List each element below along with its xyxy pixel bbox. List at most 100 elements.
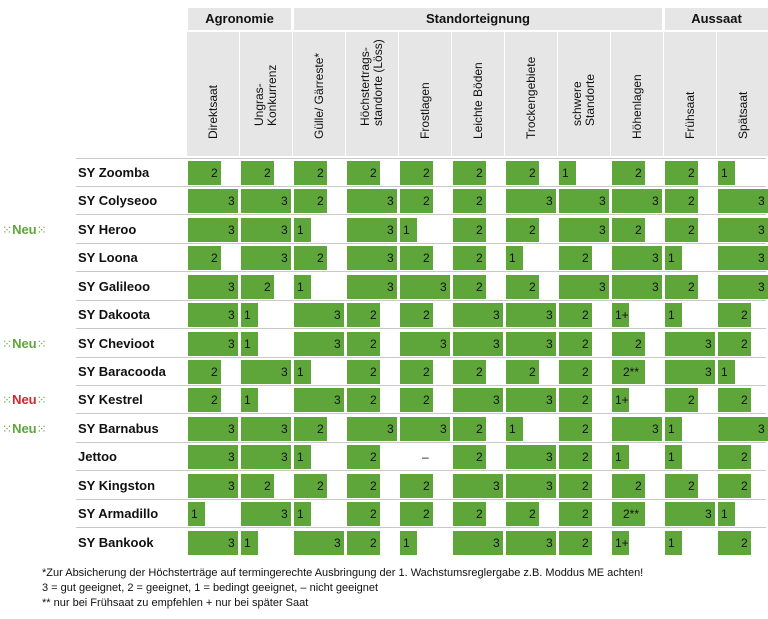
rating-value: 2: [211, 251, 218, 265]
column-header-label: Ungras- Konkurrenz: [252, 64, 279, 126]
column-header-label: Trockengebiete: [523, 56, 538, 139]
rating-bar: [453, 189, 486, 213]
sparkle-icon: ⁙: [36, 337, 47, 351]
rating-bar: [506, 218, 539, 242]
rating-bar: [294, 502, 311, 526]
rating-value: 3: [705, 337, 712, 351]
rating-value: 3: [281, 450, 288, 464]
rating-bar: [188, 417, 238, 441]
rating-value: 2: [423, 251, 430, 265]
column-header: Gülle/ Gärreste*: [293, 32, 345, 156]
rating-bar: [665, 502, 715, 526]
rating-value: 3: [705, 365, 712, 379]
rating-bar: [453, 445, 486, 469]
rating-value: 3: [228, 223, 235, 237]
rating-bar: [400, 303, 433, 327]
rating-value: 2: [635, 479, 642, 493]
rating-bar: [188, 218, 238, 242]
rating-bar: [294, 161, 327, 185]
rating-bar: [347, 360, 380, 384]
rating-bar: [506, 332, 556, 356]
variety-name: SY Galileoo: [78, 279, 151, 294]
rating-bar: [506, 531, 556, 555]
rating-bar: [718, 474, 751, 498]
rating-bar: [347, 445, 380, 469]
rating-bar: [612, 332, 645, 356]
rating-value: 3: [228, 280, 235, 294]
rating-value: 3: [228, 337, 235, 351]
rating-value: 2: [688, 166, 695, 180]
rating-bar: [665, 531, 682, 555]
rating-bar: [241, 332, 258, 356]
variety-name: SY Dakoota: [78, 307, 151, 322]
rating-bar: [718, 246, 768, 270]
column-header: schwere Standorte: [558, 32, 610, 156]
rating-value: 1: [668, 308, 675, 322]
rating-value: 3: [546, 536, 553, 550]
rating-bar: [347, 502, 380, 526]
row-separator: [76, 186, 766, 187]
rating-value: 2: [741, 337, 748, 351]
row-separator: [76, 158, 766, 159]
rating-bar: [188, 161, 221, 185]
rating-value: 1: [509, 422, 516, 436]
rating-bar: [718, 417, 768, 441]
rating-bar: [559, 161, 576, 185]
new-label: Neu: [12, 222, 37, 237]
rating-value: 3: [758, 223, 765, 237]
rating-bar: [559, 417, 592, 441]
rating-value: 2: [582, 422, 589, 436]
rating-bar: [612, 388, 629, 412]
rating-value: 3: [599, 194, 606, 208]
rating-value: 2: [370, 166, 377, 180]
variety-name: SY Armadillo: [78, 506, 159, 521]
rating-value: 2: [582, 507, 589, 521]
rating-value: 3: [758, 194, 765, 208]
rating-value: 2: [317, 251, 324, 265]
row-separator: [76, 214, 766, 215]
rating-bar: [718, 360, 735, 384]
rating-value: 3: [334, 393, 341, 407]
rating-bar: [559, 218, 609, 242]
rating-bar: [294, 388, 344, 412]
rating-value: 2: [741, 393, 748, 407]
rating-value: 2: [529, 166, 536, 180]
rating-value: 3: [599, 280, 606, 294]
rating-bar: [400, 275, 450, 299]
rating-bar: [347, 417, 397, 441]
rating-bar: [612, 189, 662, 213]
rating-value: 2: [370, 365, 377, 379]
rating-value: 3: [440, 422, 447, 436]
rating-value: 3: [493, 393, 500, 407]
rating-bar: [665, 303, 682, 327]
rating-bar: [612, 275, 662, 299]
rating-value: 3: [334, 337, 341, 351]
rating-bar: [559, 246, 592, 270]
rating-bar: [241, 218, 291, 242]
rating-value: 1: [615, 450, 622, 464]
rating-bar: [506, 445, 556, 469]
rating-value: 1+: [615, 393, 629, 407]
new-variety-badge: ⁙Neu⁙: [2, 386, 47, 414]
rating-bar: [453, 332, 503, 356]
rating-bar: [665, 388, 698, 412]
rating-value: 3: [228, 422, 235, 436]
rating-value: 2: [423, 365, 430, 379]
rating-value: 3: [228, 536, 235, 550]
rating-value: 2: [582, 251, 589, 265]
rating-value: 3: [334, 308, 341, 322]
rating-value: 3: [493, 536, 500, 550]
rating-bar: [241, 388, 258, 412]
row-separator: [76, 413, 766, 414]
rating-value: 3: [652, 251, 659, 265]
rating-bar: [665, 417, 682, 441]
rating-bar: [665, 161, 698, 185]
rating-bar: [718, 388, 751, 412]
rating-value: 1: [244, 393, 251, 407]
rating-bar: [400, 189, 433, 213]
rating-bar: [347, 161, 380, 185]
rating-bar: [506, 189, 556, 213]
rating-bar: [718, 502, 735, 526]
row-separator: [76, 385, 766, 386]
rating-value: 3: [281, 365, 288, 379]
